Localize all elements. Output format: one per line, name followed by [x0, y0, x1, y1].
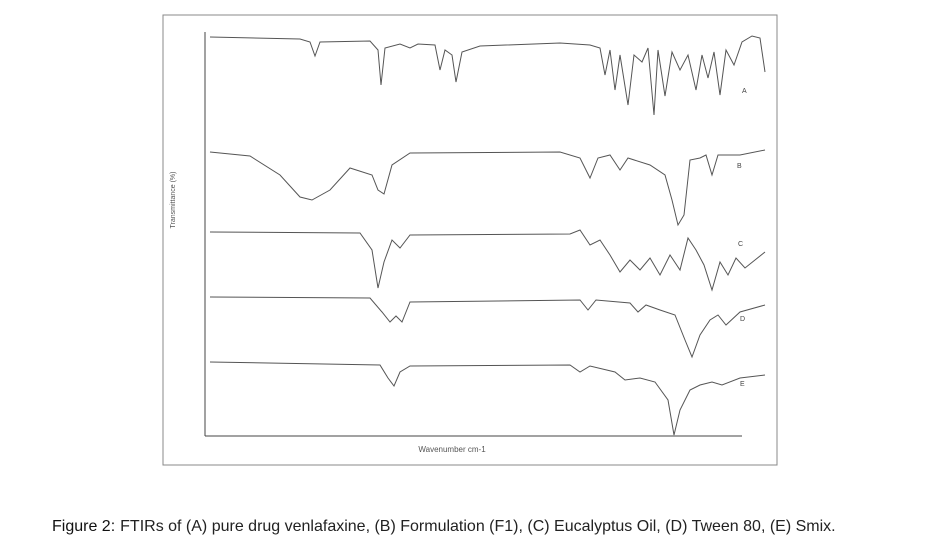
trace-label: D	[740, 316, 745, 323]
trace-a	[209, 35, 766, 116]
caption-label: Figure 2:	[52, 518, 116, 535]
trace-d	[209, 296, 766, 359]
caption-text: FTIRs of (A) pure drug venlafaxine, (B) …	[120, 518, 836, 535]
trace-label: B	[737, 163, 742, 170]
trace-c	[209, 229, 766, 292]
trace-label: A	[742, 88, 747, 95]
trace-label: E	[740, 381, 745, 388]
trace-b	[209, 149, 766, 227]
y-axis-label: Transmittance (%)	[170, 172, 177, 229]
caption: Figure 2: FTIRs of (A) pure drug venlafax…	[52, 518, 836, 536]
x-axis-label: Wavenumber cm-1	[418, 445, 486, 454]
figure-frame	[162, 14, 778, 466]
trace-label: C	[738, 241, 743, 248]
trace-e	[209, 361, 766, 436]
